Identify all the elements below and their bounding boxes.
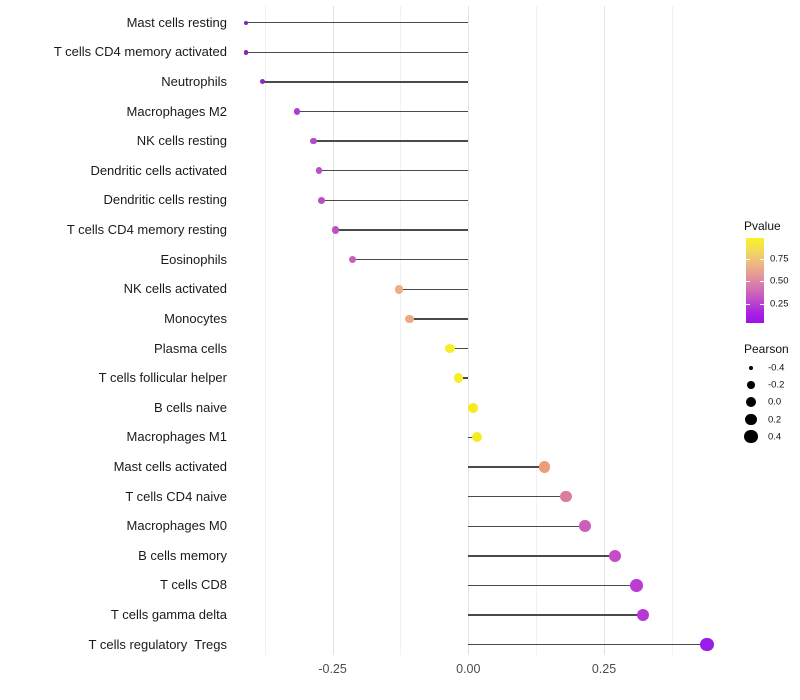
lollipop-line [245, 22, 469, 24]
lollipop-dot [310, 137, 317, 145]
y-axis-label: Neutrophils [161, 73, 227, 89]
colorbar-tick-label: 0.25 [770, 298, 789, 310]
lollipop-dot [471, 432, 482, 443]
lollipop-line [319, 170, 469, 172]
pearson-legend-title: Pearson [744, 342, 789, 356]
y-axis-label: T cells CD4 memory activated [53, 44, 227, 60]
y-axis-label: Plasma cells [154, 340, 227, 356]
lollipop-line [468, 555, 615, 557]
size-legend-label: 0.4 [768, 431, 782, 443]
lollipop-line [468, 644, 708, 646]
y-axis-label: T cells follicular helper [98, 370, 227, 386]
y-axis-label: T cells regulatory Tregs [88, 636, 227, 652]
lollipop-line [468, 584, 637, 587]
lollipop-dot [700, 637, 714, 652]
y-axis-label: Mast cells resting [126, 14, 227, 30]
lollipop-dot [538, 461, 550, 473]
colorbar-tick [760, 281, 764, 283]
y-axis-label: Macrophages M0 [126, 518, 227, 534]
lollipop-line [335, 229, 469, 231]
lollipop-dot [630, 579, 643, 592]
colorbar-tick-label: 0.75 [770, 253, 789, 265]
lollipop-line [321, 199, 469, 202]
lollipop-line [297, 110, 469, 113]
y-axis-label: Monocytes [164, 310, 227, 326]
lollipop-line [245, 51, 469, 53]
pvalue-colorbar [746, 238, 764, 323]
lollipop-dot [394, 284, 404, 294]
y-axis-label: T cells gamma delta [110, 607, 227, 623]
lollipop-dot [315, 167, 323, 175]
minor-gridline [671, 6, 673, 655]
lollipop-dot [259, 79, 265, 85]
size-legend-dot [748, 365, 754, 371]
y-axis-label: Dendritic cells activated [90, 162, 227, 178]
y-axis-label: Dendritic cells resting [103, 192, 227, 208]
lollipop-dot [331, 226, 339, 234]
y-axis-label: Mast cells activated [113, 459, 227, 474]
y-axis-label: NK cells activated [123, 281, 227, 297]
colorbar-tick [746, 259, 750, 261]
lollipop-line [468, 495, 566, 498]
y-axis-label: T cells CD4 memory resting [66, 222, 227, 238]
pvalue-legend-title: Pvalue [744, 219, 781, 233]
lollipop-line [468, 466, 545, 468]
lollipop-line [352, 258, 469, 261]
colorbar-tick-label: 0.50 [770, 275, 789, 287]
size-legend-dot [746, 397, 756, 408]
y-axis-label: B cells memory [138, 547, 227, 563]
colorbar-tick [746, 303, 750, 305]
lollipop-line [313, 140, 469, 142]
lollipop-line [409, 318, 469, 320]
y-axis-label: Eosinophils [160, 251, 228, 267]
x-tick-label: 0.25 [591, 662, 617, 676]
lollipop-line [398, 288, 469, 290]
lollipop-dot [243, 20, 248, 25]
colorbar-tick [760, 303, 764, 305]
size-legend-label: 0.0 [768, 396, 782, 408]
lollipop-dot [453, 373, 464, 383]
y-axis-label: Macrophages M1 [126, 429, 227, 445]
y-axis-label: NK cells resting [136, 133, 227, 149]
y-axis-label: T cells CD8 [160, 577, 227, 593]
minor-gridline [400, 6, 402, 655]
size-legend-label: -0.2 [768, 379, 785, 391]
lollipop-line [458, 377, 469, 379]
lollipop-dot [560, 490, 572, 503]
lollipop-dot [636, 608, 650, 622]
lollipop-dot [579, 520, 591, 533]
size-legend-label: 0.2 [768, 414, 782, 426]
major-gridline [332, 6, 334, 655]
lollipop-line [468, 525, 585, 527]
y-axis-label: Macrophages M2 [126, 103, 227, 119]
lollipop-dot [294, 108, 301, 115]
lollipop-dot [608, 549, 621, 562]
major-gridline [468, 6, 470, 655]
y-axis-label: B cells naive [154, 399, 227, 415]
lollipop-line [468, 614, 644, 616]
size-legend-dot [745, 413, 757, 426]
lollipop-dot [445, 343, 455, 354]
lollipop-line [449, 347, 469, 350]
x-tick-label: 0.00 [456, 662, 481, 676]
y-axis-label: T cells CD4 naive [125, 488, 227, 504]
lollipop-dot [318, 197, 326, 204]
major-gridline [604, 6, 605, 655]
lollipop-dot [348, 255, 357, 264]
plot-panel [237, 6, 763, 655]
size-legend-label: -0.4 [768, 362, 785, 374]
lollipop-dot [243, 50, 248, 55]
size-legend-dot [744, 430, 758, 444]
size-legend-dot [747, 381, 755, 390]
lollipop-dot [404, 314, 414, 324]
x-tick-label: -0.25 [318, 662, 347, 676]
lollipop-line [262, 81, 469, 83]
minor-gridline [264, 6, 266, 655]
colorbar-tick [746, 281, 750, 283]
minor-gridline [536, 6, 538, 655]
colorbar-tick [760, 259, 764, 261]
lollipop-dot [467, 402, 478, 413]
